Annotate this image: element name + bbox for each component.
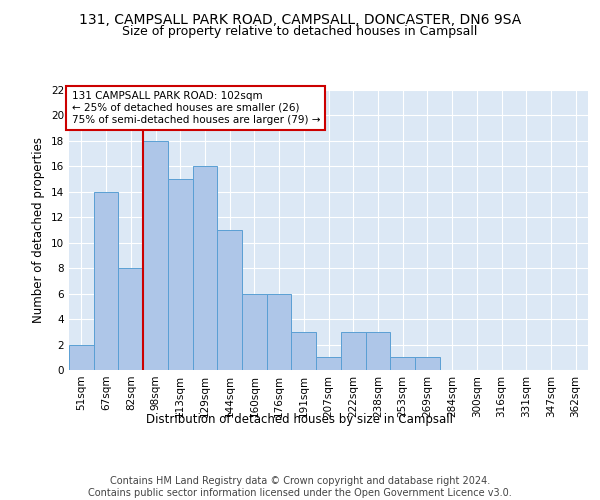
Bar [143,141,168,370]
Bar [168,179,193,370]
Bar [316,358,341,370]
Text: Distribution of detached houses by size in Campsall: Distribution of detached houses by size … [146,412,454,426]
Y-axis label: Number of detached properties: Number of detached properties [32,137,46,323]
Bar [69,344,94,370]
Bar [217,230,242,370]
Bar [365,332,390,370]
Bar [193,166,217,370]
Text: 131 CAMPSALL PARK ROAD: 102sqm
← 25% of detached houses are smaller (26)
75% of : 131 CAMPSALL PARK ROAD: 102sqm ← 25% of … [71,92,320,124]
Bar [292,332,316,370]
Text: Size of property relative to detached houses in Campsall: Size of property relative to detached ho… [122,25,478,38]
Bar [242,294,267,370]
Text: Contains HM Land Registry data © Crown copyright and database right 2024.
Contai: Contains HM Land Registry data © Crown c… [88,476,512,498]
Bar [267,294,292,370]
Bar [390,358,415,370]
Text: 131, CAMPSALL PARK ROAD, CAMPSALL, DONCASTER, DN6 9SA: 131, CAMPSALL PARK ROAD, CAMPSALL, DONCA… [79,12,521,26]
Bar [94,192,118,370]
Bar [118,268,143,370]
Bar [341,332,365,370]
Bar [415,358,440,370]
